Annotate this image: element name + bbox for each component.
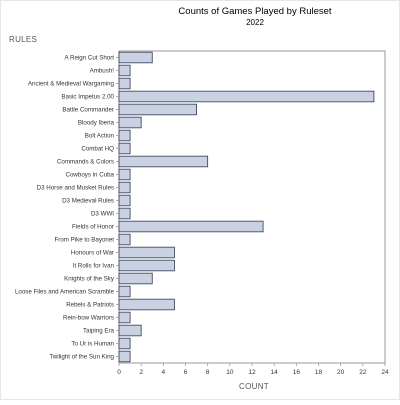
y-tick-label: Twilight of the Sun King	[49, 354, 114, 361]
y-tick-label: Bloody Iberia	[78, 120, 115, 127]
bar	[118, 298, 175, 311]
bar	[118, 324, 142, 337]
plot-area: A Reign Cut Short Ambush! Ancient & Mediev…	[15, 50, 389, 376]
bar	[118, 194, 131, 207]
bar	[118, 181, 131, 194]
y-tick-label: To Ur is Human	[71, 341, 114, 348]
y-tick-label: Rebels & Patriots	[66, 302, 114, 309]
y-tick-label: D3 WWI	[91, 211, 114, 218]
bar	[118, 90, 375, 103]
bar	[118, 64, 131, 77]
x-tick-label: 16	[293, 369, 301, 376]
y-tick-label: Taiping Era	[83, 328, 115, 335]
x-tick-label: 10	[226, 369, 234, 376]
y-tick-label: Basic Impetus 2.00	[61, 94, 114, 101]
chart-title: Counts of Games Played by Ruleset	[178, 6, 331, 17]
x-tick-label: 20	[337, 369, 345, 376]
bar	[118, 259, 175, 272]
y-tick-label: Honours of War	[71, 250, 114, 257]
y-tick-label: Knights of the Sky	[64, 276, 115, 283]
x-tick-label: 8	[206, 369, 210, 376]
y-tick-label: Rein-bow Warriors	[63, 315, 114, 322]
x-tick-label: 18	[315, 369, 323, 376]
x-tick-label: 14	[271, 369, 279, 376]
bar	[118, 207, 131, 220]
y-axis-title: RULES	[9, 35, 37, 44]
x-tick-label: 4	[162, 369, 166, 376]
x-axis-title: COUNT	[239, 382, 269, 391]
y-tick-label: D3 Medieval Rules	[62, 198, 114, 205]
bar	[118, 285, 131, 298]
bar	[118, 155, 209, 168]
y-tick-label: Cowboys in Cuba	[66, 172, 115, 179]
bar	[118, 220, 264, 233]
x-tick-label: 6	[184, 369, 188, 376]
x-tick-label: 12	[248, 369, 256, 376]
bar	[118, 142, 131, 155]
y-tick-label: A Reign Cut Short	[64, 55, 114, 62]
bar	[118, 246, 175, 259]
y-tick-label: Combat HQ	[81, 146, 114, 153]
bar	[118, 311, 131, 324]
y-tick-label: Bolt Action	[85, 133, 115, 140]
y-tick-label: Ancient & Medieval Wargaming	[28, 81, 115, 88]
y-tick-label: Loose Files and American Scramble	[15, 289, 115, 296]
bar	[118, 233, 131, 246]
bar	[118, 77, 131, 90]
bar	[118, 337, 131, 350]
x-tick-label: 0	[117, 369, 121, 376]
y-tick-label: From Pike to Bayonet	[55, 237, 115, 244]
bar	[118, 51, 153, 64]
y-tick-label: Commands & Colors	[57, 159, 114, 166]
x-tick-label: 24	[381, 369, 389, 376]
chart-subtitle: 2022	[246, 18, 264, 27]
x-tick-label: 22	[359, 369, 367, 376]
bar	[118, 116, 142, 129]
bar	[118, 103, 197, 116]
y-tick-label: It Rolls for Ivan	[73, 263, 115, 270]
y-tick-label: D3 Horse and Musket Rules	[37, 185, 114, 192]
bar	[118, 168, 131, 181]
bar	[118, 129, 131, 142]
y-tick-label: Ambush!	[90, 68, 115, 75]
y-tick-label: Fields of Honor	[72, 224, 114, 231]
bar	[118, 350, 131, 363]
bar	[118, 272, 153, 285]
x-tick-label: 2	[139, 369, 143, 376]
y-tick-label: Battle Commander	[62, 107, 114, 114]
